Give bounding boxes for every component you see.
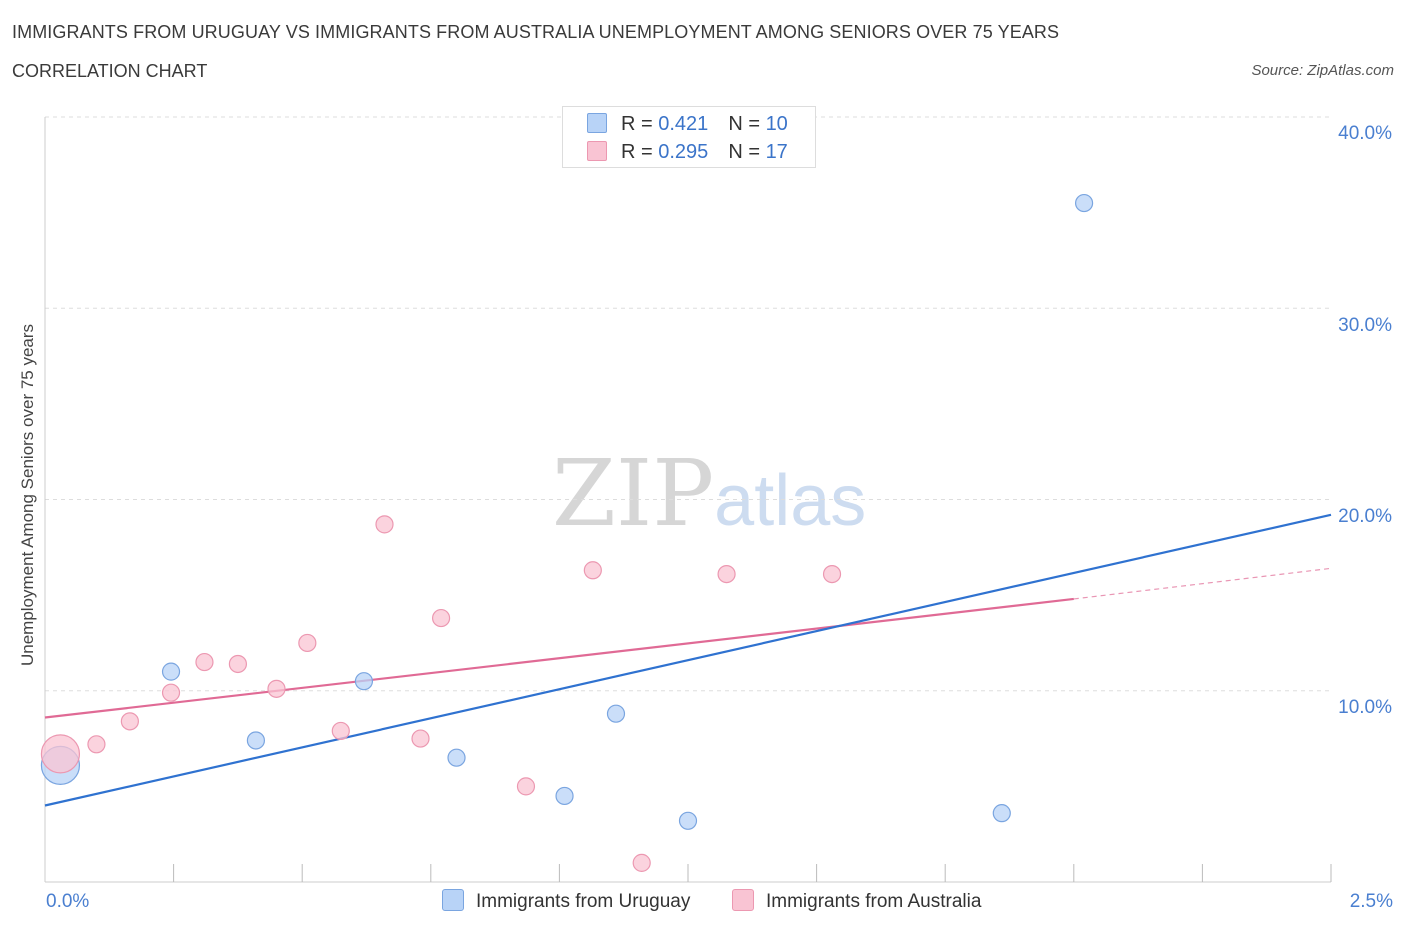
australia-trend-line [44,597,1074,719]
grid-lines [45,116,1331,692]
uruguay-point [992,804,1011,823]
x-tick-label-max: 2.5% [1349,891,1393,912]
australia-point [331,721,350,741]
y-axis-label: Unemployment Among Seniors over 75 years [18,323,37,667]
australia-point [632,853,651,872]
zipatlas-watermark: ZIPatlas [552,440,866,547]
data-points [40,193,1094,872]
uruguay-legend-label: Immigrants from Uruguay [476,891,691,912]
legend-row-uruguay: R = 0.421 N = 10 [587,113,788,137]
legend-r-label: R = [621,113,659,135]
legend-r-value: 0.295 [658,141,709,163]
australia-point [161,683,181,702]
australia-legend-label: Immigrants from Australia [766,891,982,912]
australia-point [411,729,430,748]
australia-point [431,608,451,628]
australia-legend-swatch [732,889,754,911]
uruguay-legend-swatch [442,889,464,911]
uruguay-point [1074,193,1094,213]
legend-n-label: N = [728,113,766,135]
y-tick-label-30: 30.0% [1338,315,1392,336]
uruguay-point [447,748,466,767]
uruguay-point [678,811,698,830]
australia-point [228,654,247,674]
australia-point [583,561,602,580]
australia-point [822,564,842,584]
australia-point [195,652,214,672]
trend-lines [44,513,1332,807]
watermark-zip: ZIP [552,440,715,547]
uruguay-point [354,672,374,691]
chart-subtitle: CORRELATION CHART [12,61,208,81]
australia-point [267,679,286,698]
australia-trend-extension [1073,567,1332,600]
uruguay-trend-line [44,513,1332,807]
australia-point [717,564,736,584]
uruguay-point [555,786,574,806]
australia-point [375,515,394,534]
legend-row-australia: R = 0.295 N = 17 [587,141,788,165]
y-tick-label-10: 10.0% [1338,697,1392,718]
series-legend-uruguay: Immigrants from Uruguay [442,889,690,913]
australia-point [87,735,106,754]
australia-point [40,734,81,774]
legend-r-label: R = [621,141,659,163]
uruguay-point [606,704,626,723]
watermark-atlas: atlas [714,461,867,541]
legend-n-value: 10 [765,113,788,135]
legend-n-value: 17 [765,141,788,163]
y-tick-label-20: 20.0% [1338,506,1392,527]
australia-point [516,777,536,796]
uruguay-swatch [587,113,607,133]
australia-swatch [587,141,607,161]
y-tick-label-40: 40.0% [1338,123,1392,144]
australia-point [298,633,317,653]
source-credit: Source: ZipAtlas.com [1251,62,1394,79]
series-legend-australia: Immigrants from Australia [732,889,981,913]
x-tick-label-min: 0.0% [46,891,90,912]
correlation-legend: R = 0.421 N = 10 R = 0.295 N = 17 [562,106,816,168]
chart-title: IMMIGRANTS FROM URUGUAY VS IMMIGRANTS FR… [12,22,1060,42]
australia-point [120,712,139,731]
legend-r-value: 0.421 [658,113,709,135]
legend-n-label: N = [728,141,766,163]
uruguay-point [246,731,266,750]
uruguay-point [161,662,181,681]
